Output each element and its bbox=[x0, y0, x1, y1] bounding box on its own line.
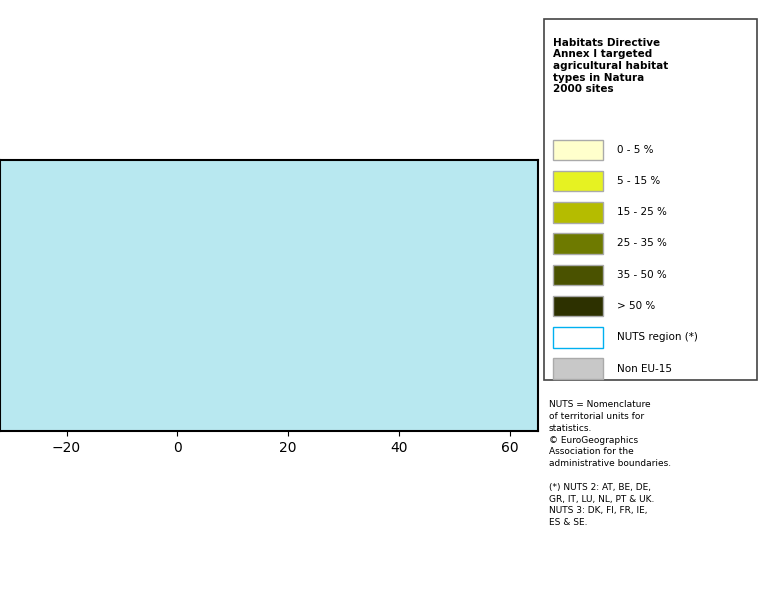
FancyBboxPatch shape bbox=[554, 296, 604, 316]
FancyBboxPatch shape bbox=[554, 233, 604, 254]
FancyBboxPatch shape bbox=[554, 202, 604, 223]
Text: NUTS region (*): NUTS region (*) bbox=[617, 332, 698, 342]
FancyBboxPatch shape bbox=[554, 327, 604, 348]
Text: 0 - 5 %: 0 - 5 % bbox=[617, 145, 654, 155]
FancyBboxPatch shape bbox=[554, 359, 604, 379]
Text: 25 - 35 %: 25 - 35 % bbox=[617, 238, 667, 248]
Text: 15 - 25 %: 15 - 25 % bbox=[617, 207, 667, 217]
FancyBboxPatch shape bbox=[545, 20, 757, 381]
FancyBboxPatch shape bbox=[554, 265, 604, 285]
FancyBboxPatch shape bbox=[554, 171, 604, 191]
Text: NUTS = Nomenclature
of territorial units for
statistics.
© EuroGeographics
Assoc: NUTS = Nomenclature of territorial units… bbox=[549, 400, 671, 527]
Text: Non EU-15: Non EU-15 bbox=[617, 363, 672, 374]
Text: 5 - 15 %: 5 - 15 % bbox=[617, 176, 660, 186]
FancyBboxPatch shape bbox=[554, 139, 604, 160]
Text: 35 - 50 %: 35 - 50 % bbox=[617, 269, 667, 280]
Text: > 50 %: > 50 % bbox=[617, 301, 655, 311]
Text: Habitats Directive
Annex I targeted
agricultural habitat
types in Natura
2000 si: Habitats Directive Annex I targeted agri… bbox=[554, 38, 669, 95]
